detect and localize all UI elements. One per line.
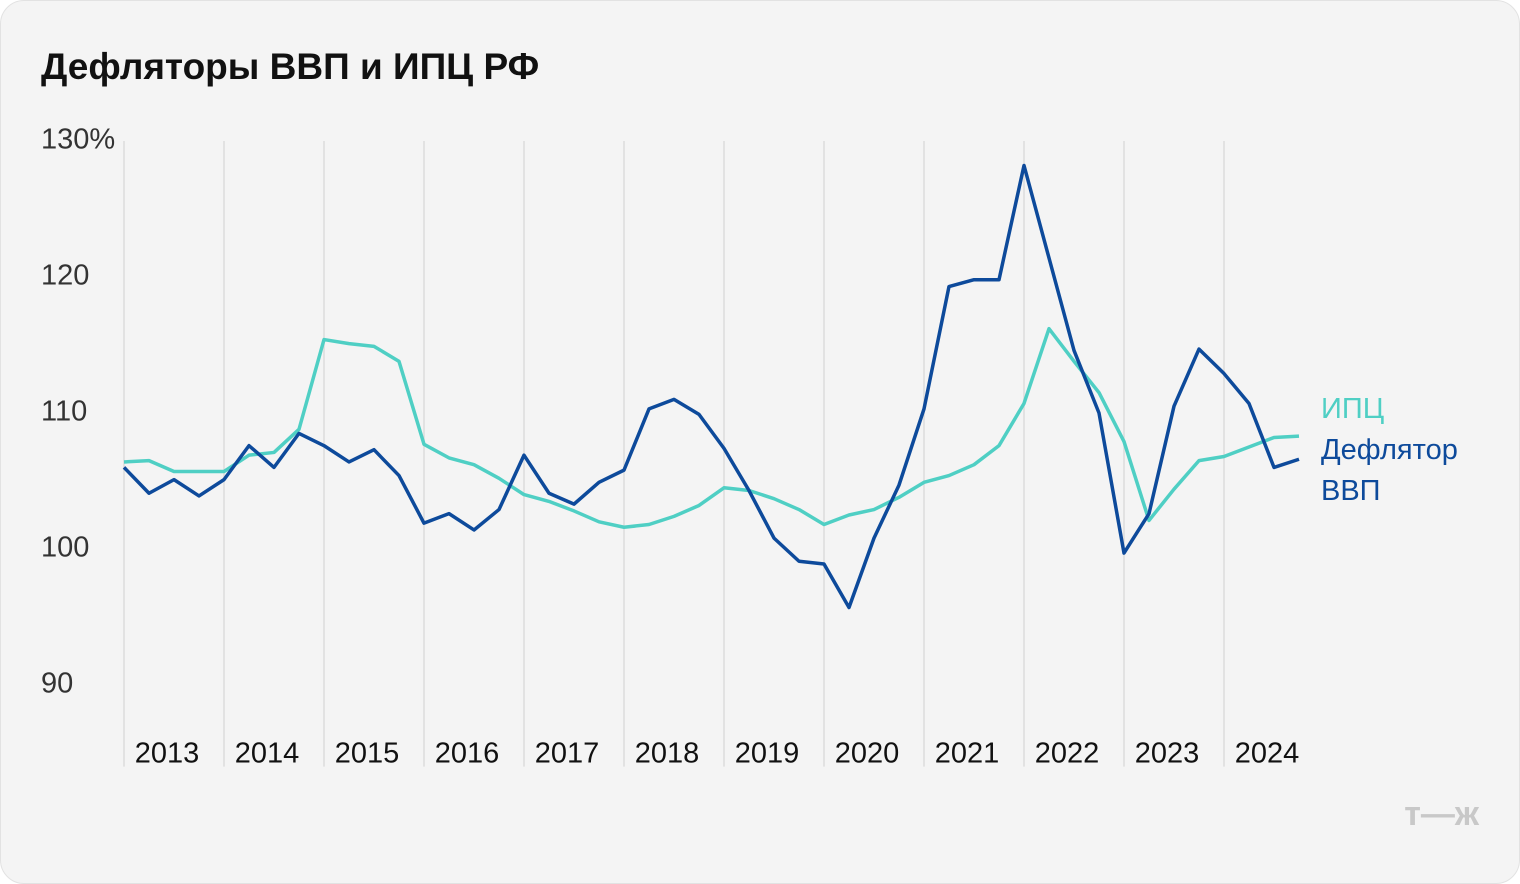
x-tick-label: 2023 [1135,738,1200,770]
x-tick-label: 2017 [535,738,600,770]
x-tick-label: 2021 [935,738,1000,770]
line-series [122,163,1300,610]
x-tick-label: 2016 [435,738,500,770]
x-tick-label: 2022 [1035,738,1100,770]
legend-entry: ИПЦ [1321,393,1385,425]
y-tick-label: 90 [41,668,73,700]
x-tick-label: 2018 [635,738,700,770]
y-tick-label: 130% [41,124,115,156]
legend-entry: Дефлятор ВВП [1321,434,1458,507]
x-tick-label: 2015 [335,738,400,770]
logo: т—ж [1404,795,1480,833]
x-tick-label: 2014 [235,738,300,770]
x-tick-label: 2019 [735,738,800,770]
y-tick-label: 120 [41,260,89,292]
y-tick-label: 110 [41,396,87,428]
line-series [123,326,1300,529]
y-tick-label: 100 [41,532,89,564]
x-tick-label: 2013 [135,738,200,770]
x-tick-label: 2024 [1235,738,1300,770]
x-tick-label: 2020 [835,738,900,770]
chart-title: Дефляторы ВВП и ИПЦ РФ [41,46,539,87]
legend: ИПЦ Дефлятор ВВП [1321,389,1481,512]
